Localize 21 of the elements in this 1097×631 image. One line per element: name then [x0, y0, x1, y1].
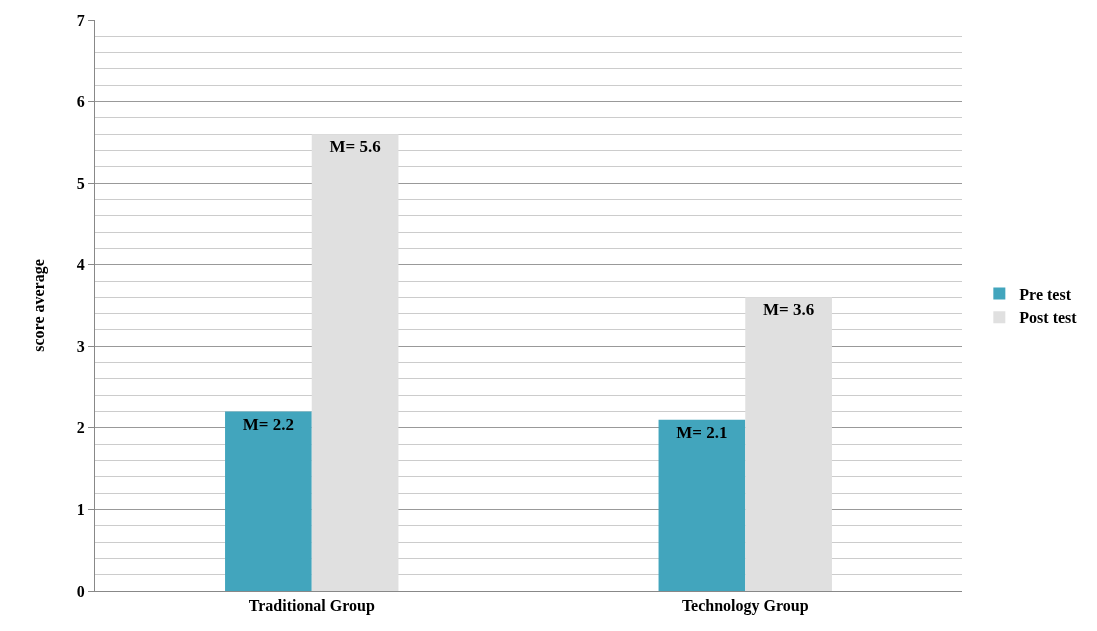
bar — [225, 411, 312, 591]
y-tick-label: 0 — [76, 582, 85, 600]
data-label: M= 2.1 — [676, 422, 728, 442]
legend-label: Post test — [1019, 309, 1078, 327]
y-axis-title: score average — [29, 259, 48, 352]
bar — [311, 134, 399, 591]
y-tick-label: 6 — [76, 93, 85, 111]
legend-label: Pre test — [1019, 285, 1072, 303]
y-tick-label: 1 — [76, 501, 85, 519]
data-label: M= 5.6 — [329, 137, 381, 157]
y-tick-label: 5 — [76, 174, 85, 192]
data-label: M= 3.6 — [762, 300, 815, 320]
y-tick-label: 2 — [76, 419, 85, 437]
data-label: M= 2.2 — [242, 414, 295, 434]
x-tick-label: Traditional Group — [248, 597, 375, 616]
x-tick-label: Technology Group — [681, 597, 809, 616]
y-tick-label: 7 — [76, 11, 85, 29]
y-tick-label: 4 — [76, 256, 85, 274]
y-tick-label: 3 — [76, 337, 85, 355]
bar — [658, 419, 746, 591]
bar — [745, 297, 832, 591]
